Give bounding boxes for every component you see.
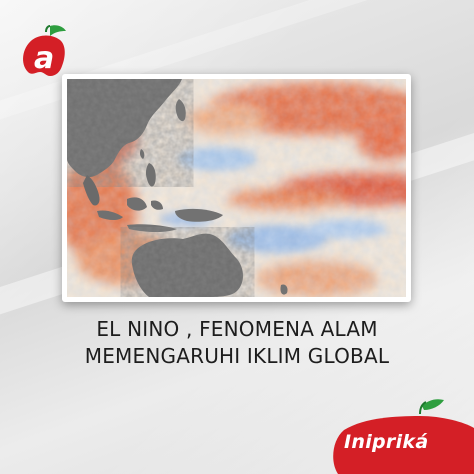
svg-text:a: a xyxy=(34,41,54,76)
sea-temperature-map-image xyxy=(67,79,406,297)
photo-frame xyxy=(62,74,411,302)
brand-logo-icon: a xyxy=(23,25,66,76)
brand-name: Inipriká xyxy=(344,431,429,453)
headline-line-2: MEMENGARUHI IKLIM GLOBAL xyxy=(84,344,390,368)
headline-line-1: EL NINO , FENOMENA ALAM xyxy=(96,317,378,341)
brand-badge-icon xyxy=(333,399,474,474)
